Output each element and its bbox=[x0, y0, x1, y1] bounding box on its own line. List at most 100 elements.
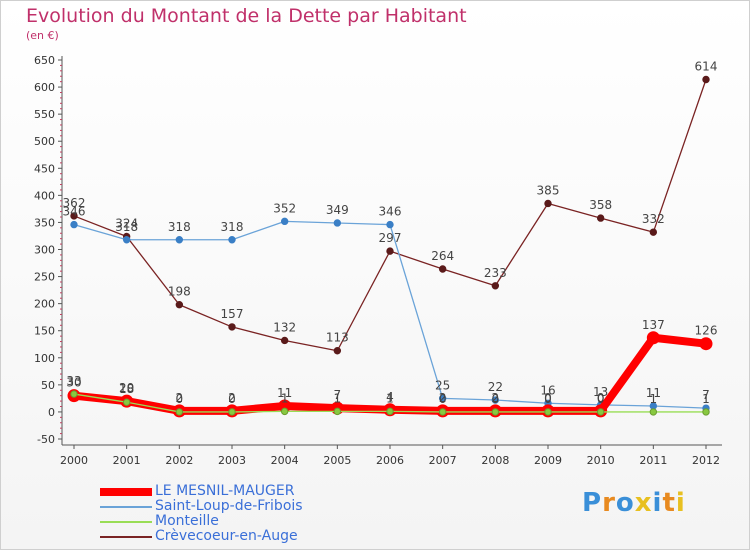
proxiti-logo: Proxiti bbox=[582, 488, 686, 518]
x-tick-label: 2004 bbox=[271, 454, 299, 467]
data-label: 7 bbox=[702, 388, 710, 402]
data-label: 346 bbox=[63, 205, 86, 219]
data-label: 264 bbox=[431, 249, 454, 263]
x-tick-label: 2000 bbox=[60, 454, 88, 467]
data-label: 358 bbox=[589, 198, 612, 212]
logo-letter: x bbox=[634, 488, 653, 518]
data-label: 11 bbox=[277, 386, 292, 400]
data-label: 332 bbox=[642, 212, 665, 226]
data-label: 126 bbox=[695, 324, 718, 338]
series-point-3 bbox=[702, 75, 710, 84]
series-point-2 bbox=[122, 398, 131, 406]
y-tick-label: 350 bbox=[34, 216, 55, 229]
x-tick-label: 2011 bbox=[639, 454, 667, 467]
series-point-2 bbox=[70, 390, 78, 398]
series-point-3 bbox=[491, 282, 500, 290]
data-label: 132 bbox=[273, 320, 296, 334]
data-label: 0 bbox=[228, 392, 236, 406]
data-label: 7 bbox=[334, 388, 342, 402]
series-point-1 bbox=[438, 394, 447, 403]
series-point-2 bbox=[544, 408, 552, 416]
series-point-1 bbox=[228, 236, 236, 244]
data-label: 614 bbox=[695, 59, 718, 73]
y-tick-label: 100 bbox=[34, 352, 55, 365]
series-point-1 bbox=[280, 217, 289, 226]
x-tick-label: 2001 bbox=[113, 454, 141, 467]
series-point-1 bbox=[122, 236, 131, 244]
series-point-1 bbox=[175, 236, 184, 244]
chart-title: Evolution du Montant de la Dette par Hab… bbox=[26, 5, 467, 27]
y-tick-label: 400 bbox=[34, 189, 55, 202]
data-label: 0 bbox=[492, 392, 500, 406]
data-label: 22 bbox=[488, 380, 503, 394]
y-tick-label: 0 bbox=[48, 406, 55, 419]
logo-letter: r bbox=[602, 488, 616, 518]
series-point-1 bbox=[386, 220, 394, 229]
data-label: 25 bbox=[435, 378, 450, 392]
data-label: 2 bbox=[492, 391, 500, 405]
legend-label: Monteille bbox=[155, 513, 219, 529]
legend-item: Saint-Loup-de-Fribois bbox=[100, 499, 303, 514]
x-tick-label: 2010 bbox=[587, 454, 615, 467]
data-label: 0 bbox=[597, 392, 605, 406]
legend-label: Crèvecoeur-en-Auge bbox=[155, 528, 298, 544]
chart-unit: (en €) bbox=[26, 29, 59, 42]
series-point-3 bbox=[544, 199, 552, 208]
x-tick-label: 2005 bbox=[323, 454, 351, 467]
data-label: 13 bbox=[593, 385, 608, 399]
legend-label: LE MESNIL-MAUGER bbox=[155, 483, 295, 499]
series-point-3 bbox=[280, 336, 289, 345]
data-label: 0 bbox=[439, 392, 447, 406]
legend-item: Crèvecoeur-en-Auge bbox=[100, 529, 303, 544]
x-tick-label: 2012 bbox=[692, 454, 720, 467]
data-label: 30 bbox=[66, 376, 81, 390]
data-label: 33 bbox=[66, 374, 81, 388]
y-tick-label: 600 bbox=[34, 81, 55, 94]
legend-swatch bbox=[100, 487, 152, 496]
series-point-2 bbox=[596, 408, 605, 416]
data-label: 297 bbox=[379, 231, 402, 245]
series-point-2 bbox=[386, 407, 394, 416]
data-label: 198 bbox=[168, 285, 191, 299]
data-label: 1 bbox=[281, 391, 289, 405]
legend-swatch bbox=[100, 535, 152, 538]
series-point-3 bbox=[596, 214, 605, 222]
series-point-2 bbox=[175, 408, 184, 416]
series-point-1 bbox=[333, 219, 342, 227]
y-tick-label: 300 bbox=[34, 244, 55, 257]
x-tick-label: 2002 bbox=[165, 454, 193, 467]
series-point-1 bbox=[491, 396, 500, 404]
data-label: 137 bbox=[642, 318, 665, 332]
data-label: 318 bbox=[115, 220, 138, 234]
data-label: 20 bbox=[119, 381, 134, 395]
data-label: 0 bbox=[597, 391, 605, 405]
series-point-3 bbox=[70, 212, 78, 220]
series-point-2 bbox=[438, 408, 447, 416]
data-label: 16 bbox=[540, 383, 555, 397]
data-label: 318 bbox=[168, 220, 191, 234]
data-label: 346 bbox=[379, 205, 402, 219]
y-tick-label: 250 bbox=[34, 271, 55, 284]
data-label: 0 bbox=[176, 392, 184, 406]
y-tick-label: 200 bbox=[34, 298, 55, 311]
series-point-2 bbox=[702, 408, 710, 416]
y-tick-label: -50 bbox=[37, 433, 55, 446]
y-tick-label: 550 bbox=[34, 108, 55, 121]
data-label: 2 bbox=[228, 391, 236, 405]
data-label: 1 bbox=[650, 392, 658, 406]
legend: LE MESNIL-MAUGER Saint-Loup-de-Fribois Mon… bbox=[100, 484, 303, 544]
data-label: 324 bbox=[115, 217, 138, 231]
series-point-3 bbox=[649, 228, 658, 236]
y-tick-label: 650 bbox=[34, 54, 55, 67]
legend-item: LE MESNIL-MAUGER bbox=[100, 484, 303, 499]
logo-letter: i bbox=[675, 488, 686, 518]
y-tick-label: 150 bbox=[34, 325, 55, 338]
logo-letter: t bbox=[662, 488, 676, 518]
data-label: 2 bbox=[176, 391, 184, 405]
series-point-3 bbox=[175, 301, 184, 309]
data-label: 157 bbox=[221, 307, 244, 321]
y-tick-label: 450 bbox=[34, 162, 55, 175]
logo-letter: P bbox=[582, 488, 603, 518]
